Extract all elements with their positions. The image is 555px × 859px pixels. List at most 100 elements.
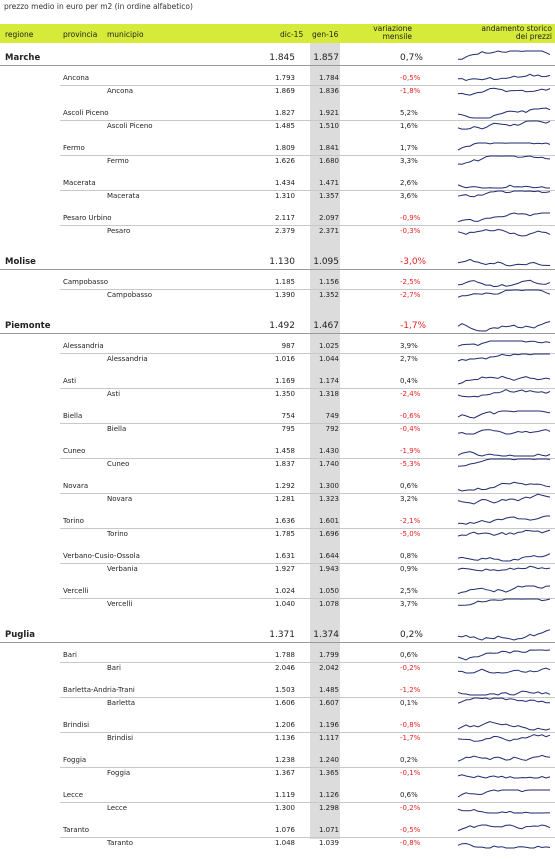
municipio-name: Taranto [107,838,134,847]
municipio-row: Biella 795 792 -0,4% [0,423,555,436]
price-trend-sparkline [457,154,551,165]
province-row: Alessandria 987 1.025 3,9% [0,340,555,353]
value-dic-15: 1.281 [274,494,295,503]
municipio-row: Pesaro 2.379 2.371 -0,3% [0,225,555,238]
municipio-name: Vercelli [107,599,133,608]
value-dic-15: 1.300 [274,803,295,812]
value-gen-16: 1.740 [318,459,339,468]
variazione-mensile: -3,0% [400,257,427,267]
value-dic-15: 2.117 [274,214,295,222]
value-gen-16: 1.841 [318,144,339,152]
value-gen-16: 2.371 [318,226,339,235]
value-gen-16: 1.471 [318,179,339,187]
price-trend-sparkline [457,212,550,223]
variazione-mensile: 3,7% [400,599,418,608]
price-trend-sparkline [457,184,550,189]
province-name: Ancona [63,74,90,82]
price-trend-sparkline [457,353,550,361]
header-variazione: variazione mensile [373,25,412,41]
price-trend-sparkline [457,808,550,814]
province-name: Ascoli Piceno [63,109,109,117]
value-dic-15: 1.636 [274,517,295,525]
value-dic-15: 1.809 [274,144,295,152]
header-variazione-line2: mensile [382,32,412,41]
province-row: Novara 1.292 1.300 0,6% [0,480,555,493]
variazione-mensile: -2,4% [400,389,421,398]
price-trend-sparkline [457,428,551,434]
province-name: Fermo [63,144,85,152]
variazione-mensile: 3,3% [400,156,418,165]
table-header: regione provincia municipio dic-15 gen-1… [0,24,555,43]
value-dic-15: 1.827 [274,109,295,117]
region-name: Piemonte [5,321,51,331]
row-separator [60,696,555,698]
row-separator [60,597,555,599]
value-dic-15: 1.785 [274,529,295,538]
value-dic-15: 1.130 [269,257,295,267]
row-separator [0,269,555,270]
row-separator [60,562,555,564]
value-dic-15: 1.016 [274,354,295,363]
municipio-row: Barletta 1.606 1.607 0,1% [0,696,555,710]
price-trend-sparkline [457,410,551,419]
value-dic-15: 2.379 [274,226,295,235]
row-separator [60,154,555,156]
variazione-mensile: 2,5% [400,587,418,595]
value-dic-15: 1.024 [274,587,295,595]
price-trend-sparkline [457,515,550,525]
price-trend-sparkline [457,649,551,661]
value-dic-15: 1.845 [269,53,295,63]
header-andamento: andamento storico dei prezzi [458,25,552,41]
municipio-name: Pesaro [107,226,131,235]
municipio-row: Lecce 1.300 1.298 -0,2% [0,802,555,815]
price-trend-sparkline [458,667,551,674]
variazione-mensile: -1,2% [400,686,421,694]
region-row: Marche 1.845 1.857 0,7% [0,50,555,65]
province-row: Asti 1.169 1.174 0,4% [0,375,555,388]
table-body: Marche 1.845 1.857 0,7% Ancona 1.793 1.784 -0,5… [0,43,555,859]
region-row: Puglia 1.371 1.374 0,2% [0,627,555,642]
value-gen-16: 1.601 [318,517,339,525]
municipio-row: Alessandria 1.016 1.044 2,7% [0,353,555,366]
value-gen-16: 1.240 [318,756,339,764]
municipio-name: Torino [107,529,128,538]
province-name: Foggia [63,756,87,764]
region-name: Marche [5,53,41,63]
row-separator [60,84,555,86]
row-separator [0,642,555,643]
province-name: Taranto [63,826,90,834]
value-dic-15: 1.492 [269,321,295,331]
variazione-mensile: -0,9% [400,214,421,222]
row-separator [60,189,555,191]
price-trend-sparkline [457,754,551,762]
row-separator [60,731,555,733]
variazione-mensile: 0,9% [400,564,418,573]
variazione-mensile: -0,8% [400,721,421,729]
variazione-mensile: 0,6% [400,482,418,490]
value-dic-15: 1.458 [274,447,295,455]
row-separator [60,457,555,459]
price-trend-sparkline [457,493,551,505]
province-row: Torino 1.636 1.601 -2,1% [0,515,555,528]
value-dic-15: 1.040 [274,599,295,608]
price-trend-sparkline [457,451,551,457]
variazione-mensile: 0,2% [400,756,418,764]
value-dic-15: 1.119 [274,791,295,799]
province-row: Vercelli 1.024 1.050 2,5% [0,585,555,598]
header-regione: regione [5,30,34,39]
value-gen-16: 1.836 [318,86,339,95]
municipio-row: Bari 2.046 2.042 -0,2% [0,662,555,675]
variazione-mensile: 0,6% [400,651,418,659]
header-provincia: provincia [63,30,98,39]
variazione-mensile: -0,2% [400,803,421,812]
value-gen-16: 1.025 [318,342,339,350]
value-gen-16: 1.044 [318,354,339,363]
municipio-row: Taranto 1.048 1.039 -0,8% [0,837,555,850]
value-gen-16: 1.117 [318,733,339,742]
price-trend-sparkline [457,228,551,237]
region-row: Molise 1.130 1.095 -3,0% [0,254,555,269]
value-dic-15: 1.390 [274,290,295,299]
value-gen-16: 1.156 [318,278,339,286]
value-gen-16: 1.374 [313,630,339,640]
variazione-mensile: -1,7% [400,733,421,742]
